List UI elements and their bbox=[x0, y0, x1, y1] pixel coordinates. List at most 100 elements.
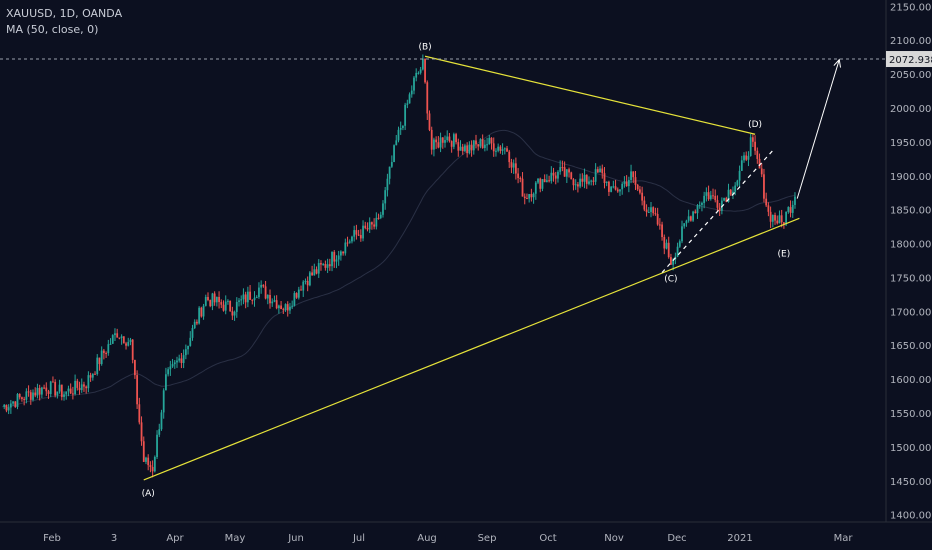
candle-body[interactable] bbox=[503, 148, 506, 150]
candle-body[interactable] bbox=[169, 366, 172, 370]
candle-body[interactable] bbox=[720, 200, 723, 211]
candle-body[interactable] bbox=[623, 181, 626, 184]
candle-body[interactable] bbox=[727, 189, 730, 202]
candle-body[interactable] bbox=[594, 169, 597, 182]
candle-body[interactable] bbox=[315, 269, 318, 274]
candle-body[interactable] bbox=[725, 198, 728, 202]
candle-body[interactable] bbox=[539, 178, 542, 189]
candle-body[interactable] bbox=[142, 441, 145, 462]
candle-body[interactable] bbox=[435, 139, 438, 143]
candle-body[interactable] bbox=[339, 251, 342, 256]
candle-body[interactable] bbox=[508, 151, 511, 163]
candle-body[interactable] bbox=[173, 362, 176, 365]
candle-body[interactable] bbox=[756, 150, 759, 159]
candle-body[interactable] bbox=[439, 137, 442, 148]
candle-body[interactable] bbox=[417, 72, 420, 74]
candle-body[interactable] bbox=[765, 198, 768, 206]
candle-body[interactable] bbox=[275, 300, 278, 309]
indicator-label[interactable]: MA (50, close, 0) bbox=[6, 23, 99, 36]
candle-body[interactable] bbox=[129, 339, 132, 342]
candle-body[interactable] bbox=[43, 387, 45, 389]
candle-body[interactable] bbox=[351, 236, 353, 242]
candle-body[interactable] bbox=[616, 189, 619, 192]
candle-body[interactable] bbox=[331, 251, 333, 267]
candle-body[interactable] bbox=[667, 242, 670, 258]
candle-body[interactable] bbox=[466, 145, 469, 154]
candle-body[interactable] bbox=[767, 205, 770, 212]
candle-body[interactable] bbox=[76, 380, 79, 388]
candle-body[interactable] bbox=[785, 211, 788, 225]
candle-body[interactable] bbox=[475, 140, 477, 145]
candle-body[interactable] bbox=[782, 222, 785, 225]
candle-body[interactable] bbox=[743, 155, 745, 161]
wave-label[interactable]: (D) bbox=[748, 120, 762, 130]
candle-body[interactable] bbox=[375, 217, 378, 227]
candle-body[interactable] bbox=[754, 141, 756, 151]
candle-body[interactable] bbox=[661, 224, 663, 238]
candle-body[interactable] bbox=[91, 373, 94, 378]
candle-body[interactable] bbox=[685, 220, 688, 224]
candle-body[interactable] bbox=[696, 205, 699, 214]
candle-body[interactable] bbox=[89, 375, 92, 378]
candle-body[interactable] bbox=[342, 251, 345, 254]
candle-body[interactable] bbox=[437, 142, 440, 148]
candle-body[interactable] bbox=[311, 272, 313, 276]
candle-body[interactable] bbox=[18, 393, 21, 398]
candle-body[interactable] bbox=[758, 158, 761, 169]
candle-body[interactable] bbox=[663, 237, 666, 249]
candle-body[interactable] bbox=[639, 189, 641, 193]
candle-body[interactable] bbox=[683, 223, 686, 227]
candle-body[interactable] bbox=[574, 184, 577, 186]
candle-body[interactable] bbox=[563, 167, 566, 177]
candle-body[interactable] bbox=[428, 113, 431, 130]
candle-body[interactable] bbox=[102, 350, 105, 353]
candle-body[interactable] bbox=[481, 139, 484, 149]
candle-body[interactable] bbox=[78, 387, 81, 391]
candle-body[interactable] bbox=[85, 386, 88, 389]
candle-body[interactable] bbox=[184, 349, 187, 356]
candle-body[interactable] bbox=[322, 264, 325, 266]
candle-body[interactable] bbox=[610, 186, 613, 192]
candle-body[interactable] bbox=[444, 140, 446, 143]
candle-body[interactable] bbox=[408, 94, 411, 104]
candle-body[interactable] bbox=[608, 181, 610, 192]
candle-body[interactable] bbox=[355, 230, 358, 235]
candle-body[interactable] bbox=[729, 189, 732, 195]
candle-body[interactable] bbox=[776, 220, 779, 224]
candle-body[interactable] bbox=[794, 196, 796, 205]
candle-body[interactable] bbox=[630, 171, 632, 181]
candle-body[interactable] bbox=[393, 145, 395, 163]
candle-body[interactable] bbox=[65, 391, 68, 395]
candle-body[interactable] bbox=[27, 391, 30, 393]
candle-body[interactable] bbox=[537, 178, 539, 183]
candle-body[interactable] bbox=[701, 202, 703, 205]
candle-body[interactable] bbox=[641, 192, 644, 201]
candle-body[interactable] bbox=[125, 343, 127, 346]
candle-body[interactable] bbox=[603, 173, 606, 183]
candle-body[interactable] bbox=[426, 82, 429, 114]
candle-body[interactable] bbox=[284, 304, 287, 310]
candle-body[interactable] bbox=[652, 207, 655, 214]
candle-body[interactable] bbox=[601, 168, 604, 174]
candle-body[interactable] bbox=[47, 391, 50, 394]
candle-body[interactable] bbox=[317, 263, 320, 274]
candle-body[interactable] bbox=[23, 398, 26, 400]
candle-body[interactable] bbox=[771, 214, 774, 222]
candle-body[interactable] bbox=[149, 465, 152, 467]
candle-body[interactable] bbox=[404, 104, 407, 126]
candle-body[interactable] bbox=[233, 311, 236, 316]
candle-body[interactable] bbox=[419, 69, 422, 73]
candle-body[interactable] bbox=[220, 302, 223, 305]
candle-body[interactable] bbox=[541, 179, 544, 189]
candle-body[interactable] bbox=[787, 207, 790, 212]
candle-body[interactable] bbox=[681, 226, 683, 242]
candle-body[interactable] bbox=[25, 391, 28, 400]
candle-body[interactable] bbox=[581, 178, 584, 182]
candle-body[interactable] bbox=[368, 222, 371, 230]
candle-body[interactable] bbox=[433, 139, 435, 150]
candle-body[interactable] bbox=[483, 144, 486, 149]
candle-body[interactable] bbox=[386, 178, 389, 191]
candle-body[interactable] bbox=[457, 142, 460, 151]
candle-body[interactable] bbox=[479, 139, 482, 147]
